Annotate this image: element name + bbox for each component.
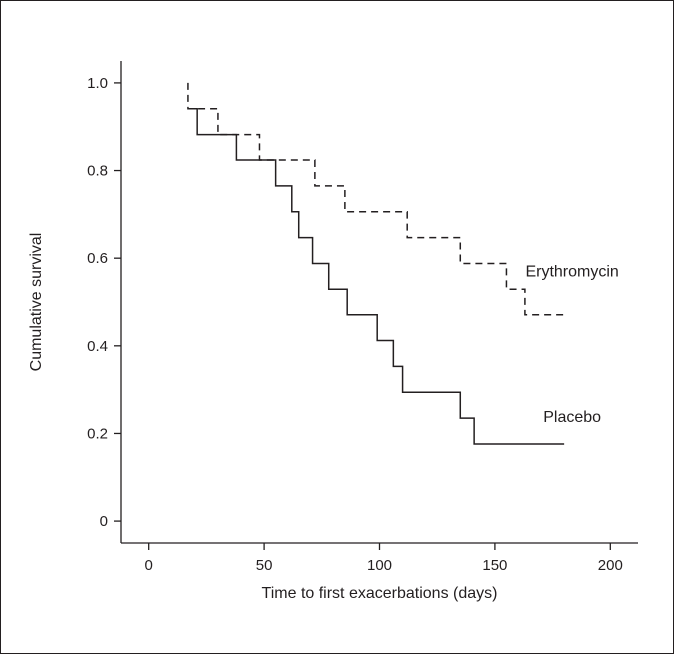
series-line-placebo bbox=[187, 108, 565, 445]
series-layer bbox=[187, 82, 565, 445]
y-tick-label: 0 bbox=[100, 513, 108, 530]
y-tick-label: 0.6 bbox=[87, 250, 108, 267]
x-tick-label: 150 bbox=[482, 557, 507, 574]
x-axis-title: Time to first exacerbations (days) bbox=[262, 585, 498, 602]
x-tick-label: 100 bbox=[367, 557, 392, 574]
x-tick-label: 0 bbox=[145, 557, 153, 574]
y-tick-label: 0.8 bbox=[87, 163, 108, 180]
x-tick-label: 200 bbox=[598, 557, 623, 574]
series-label-erythromycin: Erythromycin bbox=[525, 264, 618, 281]
y-tick-label: 0.4 bbox=[87, 338, 108, 355]
y-ticks: 0 0.2 0.4 0.6 0.8 1.0 bbox=[87, 75, 121, 530]
x-ticks: 0 50 100 150 200 bbox=[145, 543, 623, 574]
series-line-erythromycin bbox=[187, 82, 565, 316]
x-tick-label: 50 bbox=[256, 557, 273, 574]
y-tick-label: 0.2 bbox=[87, 425, 108, 442]
series-labels: Erythromycin Placebo bbox=[525, 264, 618, 426]
axes bbox=[120, 61, 638, 544]
series-label-placebo: Placebo bbox=[543, 409, 601, 426]
y-axis-title: Cumulative survival bbox=[28, 233, 45, 372]
y-tick-label: 1.0 bbox=[87, 75, 108, 92]
